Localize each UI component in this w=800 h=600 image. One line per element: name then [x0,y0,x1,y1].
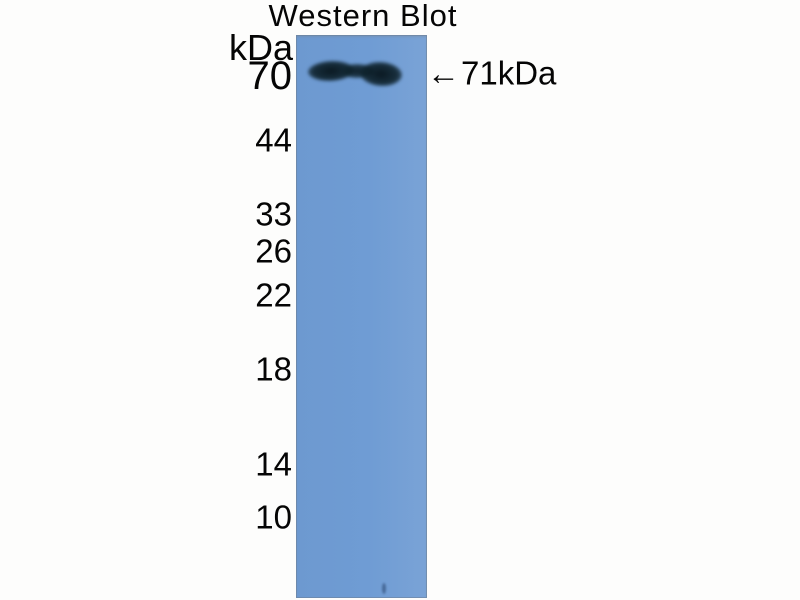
band-lobe-right [359,60,403,88]
lane-speck [382,583,386,594]
kda-unit-label: kDa [228,27,293,68]
ladder-marker-10: 10 [255,498,292,536]
protein-band-71kda [304,57,414,97]
band-annotation: ← 71kDa [427,57,556,90]
ladder-marker-18: 18 [255,350,292,388]
ladder-marker-70: 70 [247,54,293,98]
ladder-marker-44: 44 [255,121,292,159]
blot-lane [296,35,427,598]
arrow-left-icon: ← [427,54,460,92]
ladder-marker-33: 33 [255,195,292,233]
figure-title: Western Blot [268,0,458,33]
ladder-marker-14: 14 [255,445,292,483]
ladder-marker-26: 26 [255,232,292,270]
ladder-marker-22: 22 [255,276,292,314]
band-annotation-label: 71kDa [461,54,557,92]
